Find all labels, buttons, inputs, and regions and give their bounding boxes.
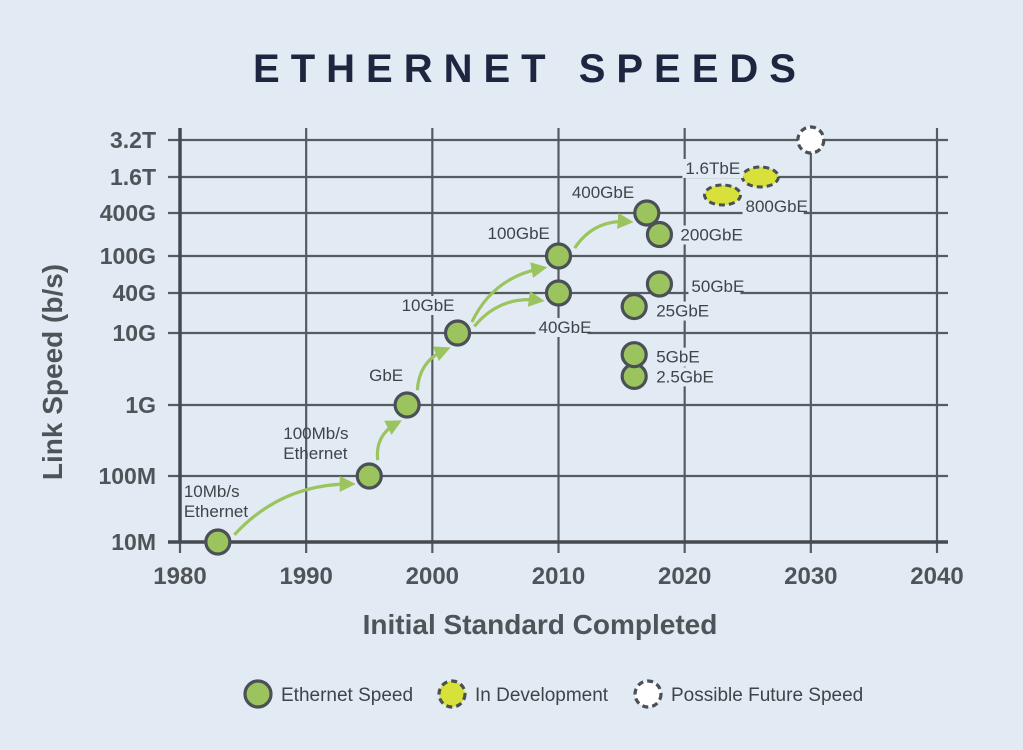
point-label-10mb-s-ethernet: 10Mb/s Ethernet	[184, 482, 249, 521]
point-label-5gbe-bg	[653, 347, 696, 367]
y-tick-label-100g: 100G	[100, 243, 156, 269]
arrow-10mb-s-ethernet-to-100mb-s-ethernet	[233, 475, 356, 536]
point-label-50gbe-bg	[688, 276, 741, 296]
point-400gbe	[633, 199, 661, 227]
y-tick-label-1g: 1G	[125, 392, 156, 418]
arrow-100mb-s-ethernet-to-gbe	[375, 420, 402, 461]
legend-marker-possible-future-speed	[633, 679, 663, 709]
arrow-layer	[233, 212, 634, 536]
legend-layer: Ethernet Speed In Development Possible Fut…	[243, 679, 863, 709]
legend-label-possible-future-speed: Possible Future Speed	[671, 685, 863, 706]
legend-marker-in-development	[437, 679, 467, 709]
point-label-2-5gbe: 2.5GbE	[656, 367, 714, 386]
x-tick-label-2040: 2040	[910, 563, 963, 590]
point-label-800gbe: 800GbE	[746, 197, 808, 216]
point-label-gbe-bg	[366, 366, 400, 385]
point-label-10gbe: 10GbE	[402, 296, 455, 315]
point-25gbe	[620, 292, 648, 321]
point-800gbe	[703, 183, 743, 207]
point-50gbe	[645, 270, 674, 298]
point-label-2-5gbe-bg	[653, 367, 715, 387]
point-label-10gbe-bg	[398, 296, 451, 315]
point-100gbe	[544, 242, 573, 270]
y-tick-label-1-6t: 1.6T	[110, 164, 156, 190]
legend-label-in-development: In Development	[475, 685, 609, 706]
point-5gbe	[620, 341, 648, 369]
point-label-400gbe: 400GbE	[572, 183, 634, 202]
point-1-6tbe	[740, 165, 780, 189]
legend-marker-ethernet-speed	[243, 679, 273, 709]
point-label-100gbe: 100GbE	[488, 224, 550, 243]
y-tick-label-100m: 100M	[98, 463, 156, 489]
point-possible-future-speed	[796, 125, 826, 155]
point-10mb-s-ethernet	[204, 528, 232, 556]
y-axis-title: Link Speed (b/s)	[37, 264, 68, 480]
y-tick-label-3-2t: 3.2T	[110, 127, 156, 153]
point-10gbe	[443, 319, 472, 347]
y-tick-label-10g: 10G	[113, 320, 156, 346]
axes-layer: 1980 1990 2000 2010 2020 2030 2040 10M 100M 1G 10G…	[37, 127, 964, 640]
point-40gbe	[544, 279, 573, 307]
legend-label-ethernet-speed: Ethernet Speed	[281, 685, 413, 706]
point-label-400gbe-bg	[568, 183, 631, 202]
point-label-gbe: GbE	[369, 366, 403, 385]
x-axis-title: Initial Standard Completed	[363, 609, 718, 640]
point-label-100mb-s-ethernet-line1: 100Mb/s	[283, 424, 348, 443]
point-layer	[204, 125, 826, 556]
point-label-100mb-s-ethernet: 100Mb/s Ethernet	[283, 424, 348, 463]
x-tick-label-2010: 2010	[532, 563, 585, 590]
y-tick-label-400g: 400G	[100, 200, 156, 226]
point-label-1-6tbe-bg	[682, 159, 744, 178]
point-label-5gbe: 5GbE	[656, 348, 699, 367]
point-label-1-6tbe: 1.6TbE	[685, 159, 740, 178]
arrow-10gbe-to-100gbe	[470, 262, 548, 323]
x-tick-label-2000: 2000	[406, 563, 459, 590]
x-tick-label-1980: 1980	[153, 563, 206, 590]
point-label-25gbe: 25GbE	[656, 302, 709, 321]
point-label-10mb-s-ethernet-line1: 10Mb/s	[184, 482, 240, 501]
point-label-100mb-s-ethernet-line2: Ethernet	[283, 444, 348, 463]
grid-layer	[168, 128, 948, 553]
point-gbe	[393, 391, 421, 419]
arrow-10gbe-to-40gbe	[473, 291, 545, 328]
point-label-40gbe: 40GbE	[539, 318, 592, 337]
point-label-100gbe-bg	[484, 224, 546, 243]
arrow-gbe-to-10gbe	[415, 346, 451, 391]
point-label-50gbe: 50GbE	[691, 277, 744, 296]
y-tick-label-10m: 10M	[111, 529, 156, 555]
point-label-40gbe-bg	[535, 318, 588, 337]
y-tick-label-40g: 40G	[113, 280, 156, 306]
point-label-200gbe-bg	[677, 225, 739, 245]
point-200gbe	[645, 220, 674, 249]
x-tick-label-2020: 2020	[658, 563, 711, 590]
point-100mb-s-ethernet	[355, 462, 383, 490]
point-label-200gbe: 200GbE	[680, 226, 742, 245]
point-label-800gbe-bg	[742, 197, 804, 216]
point-label-25gbe-bg	[653, 301, 706, 321]
chart-title: ETHERNET SPEEDS	[253, 47, 807, 91]
arrow-100gbe-to-400gbe	[573, 212, 634, 250]
point-label-10mb-s-ethernet-line2: Ethernet	[184, 502, 249, 521]
x-tick-label-2030: 2030	[784, 563, 837, 590]
x-tick-label-1990: 1990	[279, 563, 332, 590]
